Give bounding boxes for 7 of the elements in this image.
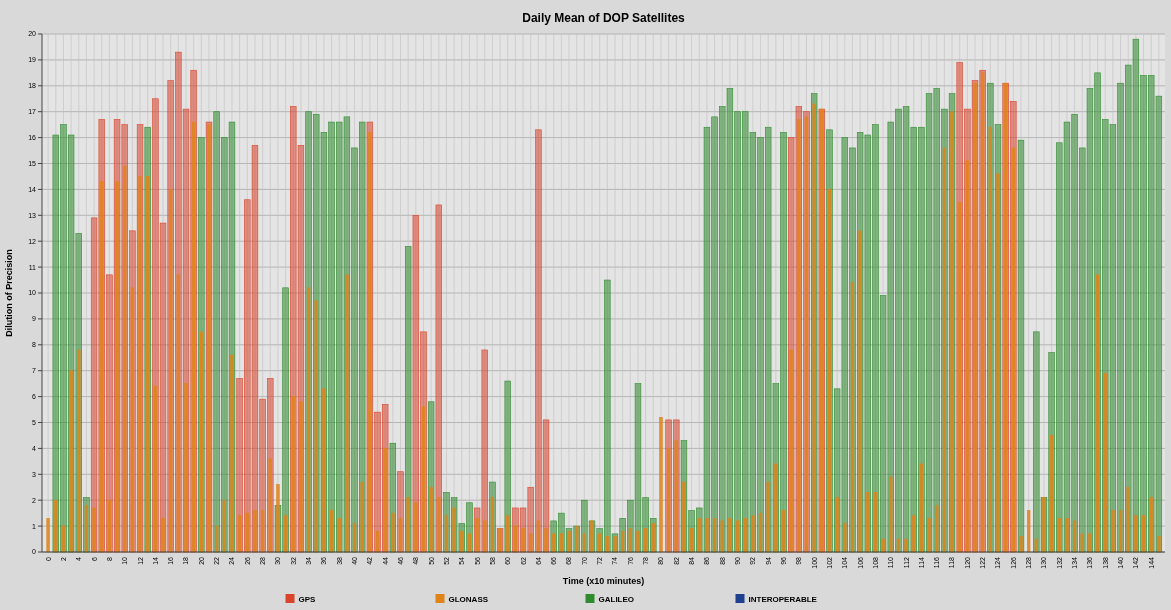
legend-label: GLONASS	[448, 595, 489, 604]
y-axis-title: Dilution of Precision	[4, 249, 14, 337]
legend-label: GALILEO	[598, 595, 635, 604]
legend-label: INTEROPERABLE	[748, 595, 818, 604]
x-axis-title: Time (x10 minutes)	[562, 576, 645, 586]
legend-label: GPS	[298, 595, 317, 604]
chart-title: Daily Mean of DOP Satellites	[522, 11, 686, 25]
